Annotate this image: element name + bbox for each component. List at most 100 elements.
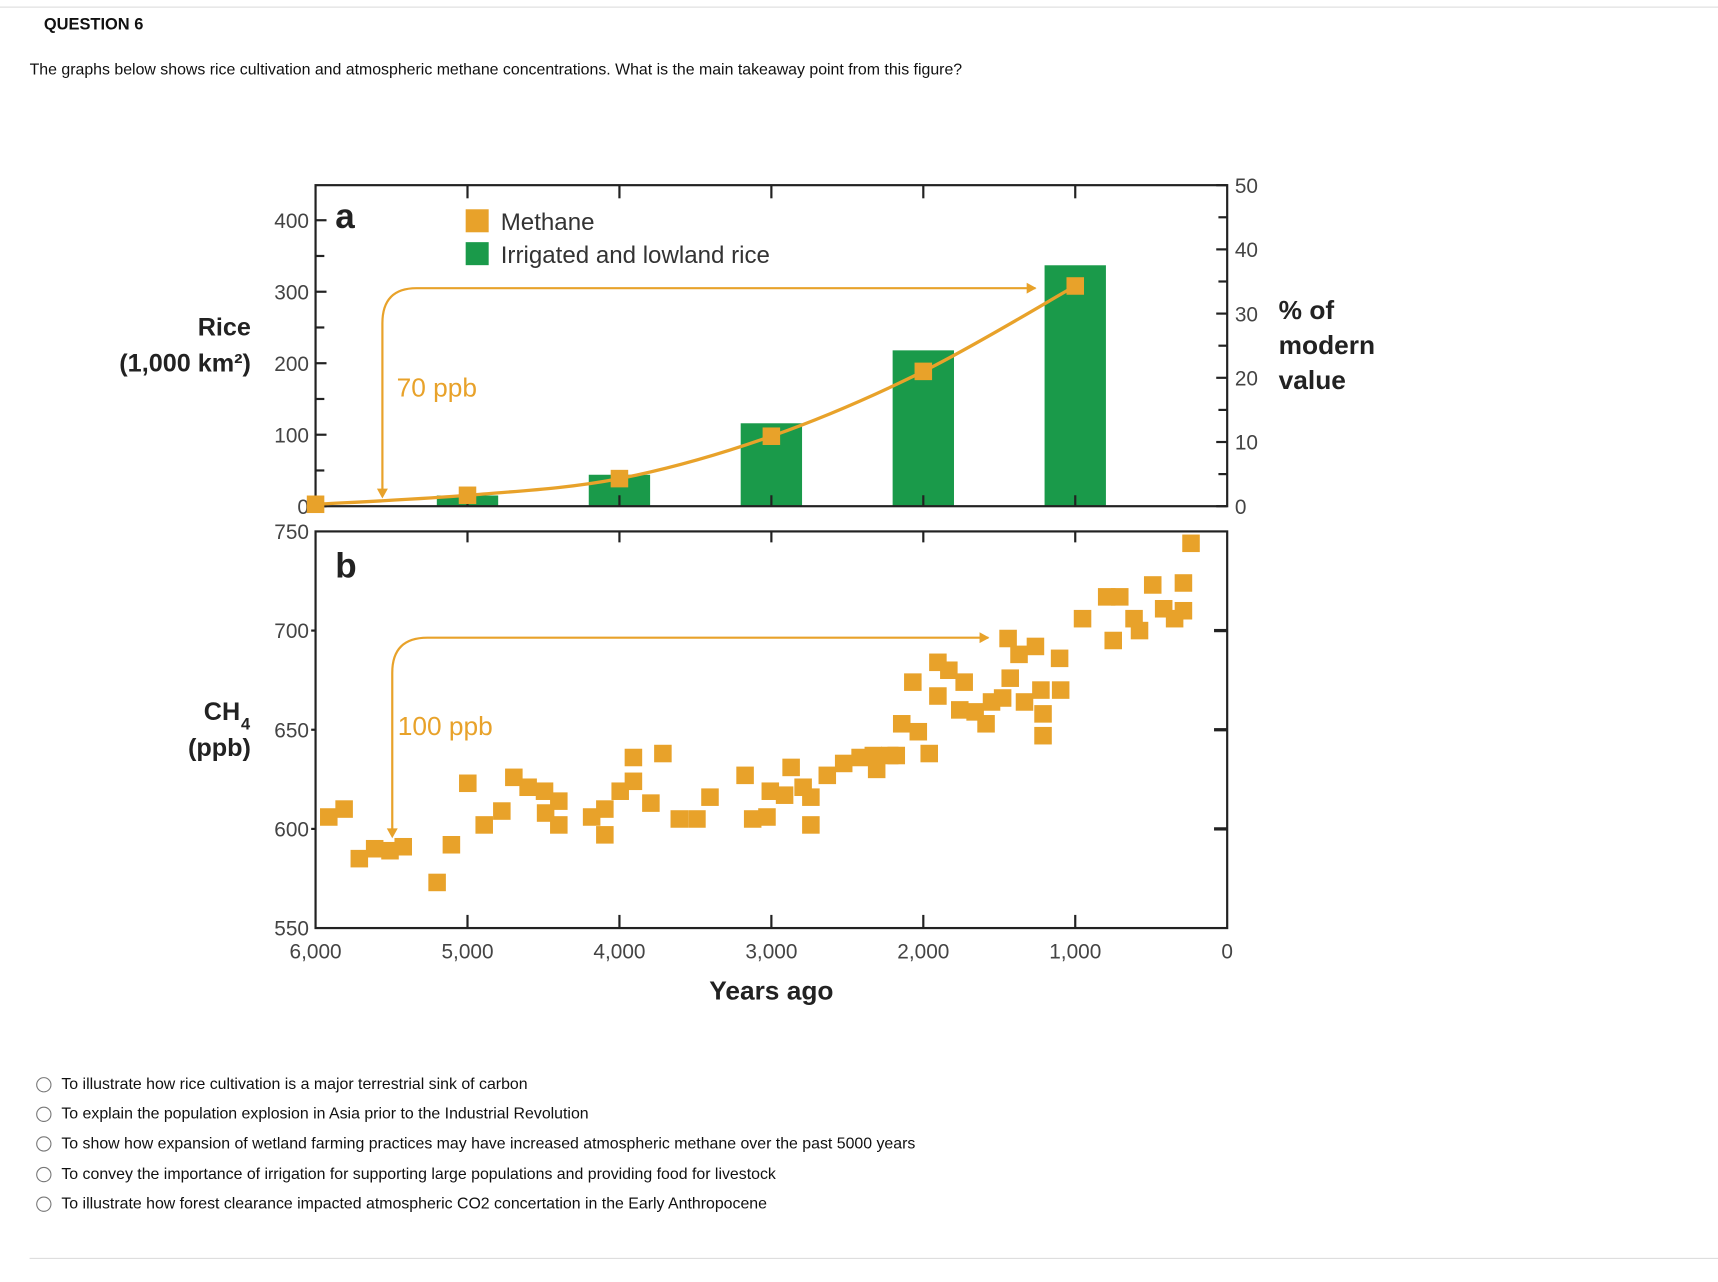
methane-data-point: [920, 744, 939, 763]
x-axis-label: Years ago: [709, 975, 833, 1005]
methane-point: [762, 427, 781, 445]
methane-data-point: [940, 661, 958, 680]
methane-data-point: [701, 788, 719, 806]
y-tick-label: 100: [274, 424, 309, 447]
x-tick-label: 6,000: [290, 941, 342, 964]
y2-tick-label: 10: [1235, 432, 1258, 455]
radio-button[interactable]: [36, 1196, 52, 1212]
methane-data-point: [624, 772, 643, 791]
methane-data-point: [536, 804, 555, 822]
y-axis-subscript: 4: [241, 716, 251, 734]
methane-data-point: [335, 800, 353, 818]
methane-data-point: [1010, 645, 1028, 664]
methane-data-point: [654, 744, 672, 763]
option-label: To convey the importance of irrigation f…: [61, 1165, 776, 1183]
methane-point: [306, 495, 325, 514]
methane-data-point: [688, 810, 706, 828]
arrow-100ppb: [391, 636, 989, 833]
y-tick-label: 750: [274, 521, 309, 544]
y-tick-label: 700: [274, 620, 309, 643]
answer-option-3[interactable]: To show how expansion of wetland farming…: [36, 1129, 915, 1159]
methane-data-point: [743, 810, 762, 828]
legend-swatch-rice: [465, 242, 489, 266]
y2-axis-label: % of: [1279, 295, 1335, 325]
y2-tick-label: 20: [1235, 367, 1258, 390]
methane-data-point: [929, 687, 947, 705]
methane-data-point: [459, 774, 477, 793]
methane-data-point: [1104, 631, 1122, 650]
methane-data-point: [550, 816, 568, 834]
y-tick-label: 400: [274, 210, 309, 233]
x-tick-label: 0: [1221, 941, 1233, 964]
methane-point: [914, 362, 933, 381]
y-tick-label: 550: [274, 918, 309, 941]
y-tick-label: 600: [274, 819, 309, 842]
methane-data-point: [624, 748, 643, 767]
x-tick-label: 3,000: [745, 941, 797, 964]
y2-axis-label: modern: [1279, 330, 1375, 360]
methane-data-point: [582, 808, 601, 826]
methane-data-point: [642, 794, 660, 812]
question-title: QUESTION 6: [43, 15, 144, 34]
y-tick-label: 300: [274, 281, 309, 304]
rice-bar: [1044, 265, 1106, 507]
methane-data-point: [736, 766, 754, 785]
y2-axis-label: value: [1279, 365, 1346, 395]
methane-data-point: [1001, 669, 1019, 687]
methane-data-point: [864, 746, 883, 765]
legend-label: Irrigated and lowland rice: [501, 242, 770, 269]
y2-tick-label: 0: [1235, 496, 1247, 519]
y-axis-label: CH: [204, 698, 240, 726]
methane-data-point: [851, 748, 869, 767]
top-divider: [0, 6, 1718, 8]
answer-option-4[interactable]: To convey the importance of irrigation f…: [36, 1159, 915, 1189]
methane-data-point: [802, 816, 820, 834]
answer-option-1[interactable]: To illustrate how rice cultivation is a …: [36, 1069, 915, 1099]
methane-data-point: [535, 782, 554, 800]
methane-point: [610, 469, 629, 488]
methane-data-point: [493, 802, 511, 820]
methane-data-point: [1034, 726, 1052, 745]
y-axis-label: Rice: [198, 313, 251, 341]
methane-data-point: [505, 768, 523, 787]
methane-data-point: [670, 810, 689, 828]
methane-data-point: [818, 766, 837, 785]
legend-label: Methane: [501, 209, 595, 236]
methane-data-point: [428, 873, 446, 892]
radio-button[interactable]: [36, 1136, 52, 1152]
methane-data-point: [887, 746, 906, 765]
y-axis-unit: (1,000 km²): [119, 349, 251, 377]
annotation: 70 ppb: [397, 373, 477, 403]
radio-button[interactable]: [36, 1166, 52, 1182]
methane-data-point: [955, 673, 973, 691]
y-tick-label: 650: [274, 719, 309, 742]
y2-tick-label: 50: [1235, 175, 1258, 198]
methane-data-point: [596, 826, 614, 844]
y2-tick-label: 30: [1235, 303, 1258, 326]
option-label: To show how expansion of wetland farming…: [61, 1135, 916, 1153]
y-axis-unit: (ppb): [188, 734, 251, 762]
methane-data-point: [350, 849, 369, 868]
radio-button[interactable]: [36, 1076, 52, 1093]
methane-data-point: [1073, 609, 1092, 628]
methane-data-point: [775, 786, 794, 804]
panel-a-rice-methane: 0 100 200 300 400 0 10 20 30 40 50 % of modern value R…: [119, 175, 1375, 519]
methane-data-point: [834, 754, 853, 773]
legend-swatch-methane: [465, 209, 489, 233]
methane-data-point: [550, 792, 568, 810]
methane-data-point: [1051, 681, 1070, 699]
answer-option-2[interactable]: To explain the population explosion in A…: [36, 1099, 915, 1129]
methane-data-point: [1110, 588, 1129, 606]
methane-data-point: [1015, 693, 1034, 711]
panel-label: b: [335, 546, 356, 585]
methane-data-point: [1050, 649, 1069, 668]
methane-data-point: [475, 816, 493, 834]
x-tick-label: 5,000: [441, 941, 493, 964]
methane-data-point: [904, 673, 922, 691]
answer-option-5[interactable]: To illustrate how forest clearance impac…: [36, 1189, 915, 1219]
methane-data-point: [1182, 534, 1200, 553]
radio-button[interactable]: [36, 1106, 52, 1122]
annotation: 100 ppb: [398, 711, 493, 741]
methane-data-point: [365, 839, 384, 858]
